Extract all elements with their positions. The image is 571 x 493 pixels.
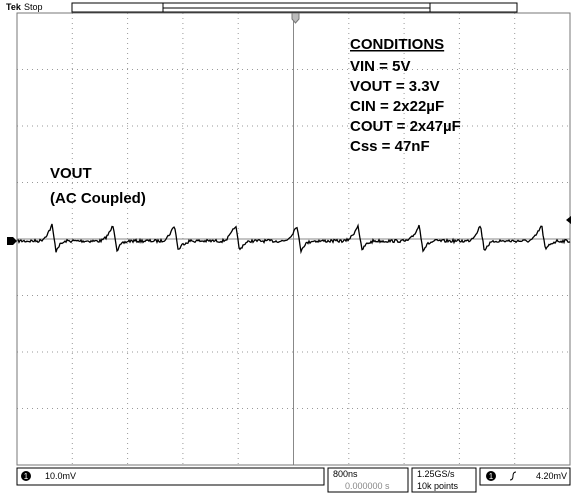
trace-label: (AC Coupled) xyxy=(50,190,146,207)
trigger-level: 4.20mV xyxy=(536,471,567,481)
trigger-slope xyxy=(509,471,517,481)
timebase: 800ns xyxy=(333,469,358,479)
trace-label: VOUT xyxy=(50,165,92,182)
vertical-scale: 10.0mV xyxy=(45,471,76,481)
condition-line: CIN = 2x22µF xyxy=(350,98,444,115)
channel-box xyxy=(16,467,325,486)
conditions: VIN = 5V VOUT = 3.3V CIN = 2x22µF COUT = 2x… xyxy=(350,58,461,155)
brand: Tek xyxy=(6,2,22,12)
trigger-level-marker xyxy=(566,216,571,224)
graticule xyxy=(17,13,570,465)
channel-marker xyxy=(7,237,17,245)
status: Stop xyxy=(24,2,43,12)
condition-line: VOUT = 3.3V xyxy=(350,78,440,95)
timebase-box xyxy=(327,467,409,493)
acquisition-box xyxy=(411,467,477,493)
position: 0.000000 s xyxy=(345,481,390,491)
conditions-title: CONDITIONS xyxy=(350,36,444,53)
condition-line: VIN = 5V xyxy=(350,58,410,75)
condition-line: COUT = 2x47µF xyxy=(350,118,461,135)
condition-line: Css = 47nF xyxy=(350,138,430,155)
trigger-channel: 1 xyxy=(489,472,494,481)
waveform xyxy=(17,223,571,255)
sample-rate: 1.25GS/s xyxy=(417,469,455,479)
channel-number: 1 xyxy=(24,472,29,481)
channel-badge xyxy=(21,471,31,481)
trigger-position-marker xyxy=(291,12,300,24)
trigger-badge xyxy=(486,471,496,481)
trigger-box xyxy=(479,467,571,486)
record-length: 10k points xyxy=(417,481,459,491)
